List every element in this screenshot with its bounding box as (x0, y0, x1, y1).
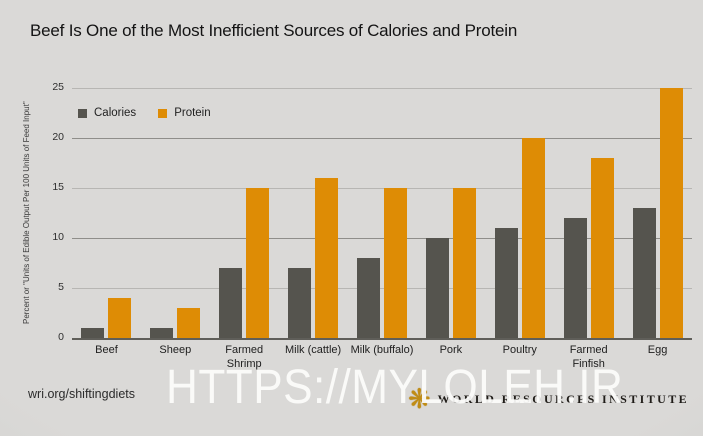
protein-bar (246, 188, 270, 338)
legend-item-calories: Calories (78, 107, 136, 119)
legend-label-protein: Protein (174, 107, 211, 119)
x-axis-label: Farmed Finfish (569, 344, 608, 370)
protein-bar (659, 88, 683, 338)
y-tick-label: 25 (52, 81, 64, 93)
calories-bar (632, 208, 656, 338)
y-axis-ticks: 0 5 10 15 20 25 (36, 81, 64, 343)
wri-logo-text: WORLD RESOURCES INSTITUTE (437, 391, 690, 406)
protein-bar (315, 178, 339, 338)
gridline (72, 238, 692, 239)
wri-tree-icon: ❋ (408, 383, 431, 414)
bar-group (72, 88, 141, 338)
x-axis-label: Sheep (159, 344, 192, 356)
bar-group (416, 88, 485, 338)
protein-bar (521, 138, 545, 338)
y-tick-label: 15 (52, 181, 64, 193)
y-tick-label: 20 (52, 131, 64, 143)
bar-group (210, 88, 279, 338)
gridline (72, 288, 692, 289)
calories-bar (150, 328, 174, 338)
gridline (72, 88, 692, 89)
plot-area: Calories Protein (72, 88, 692, 340)
x-axis-labels: Beef Sheep Farmed Shrimp Milk (cattle) Milk (… (72, 344, 692, 378)
y-axis-label: Percent or "Units of Edible Output Per 1… (22, 101, 31, 325)
protein-bar (452, 188, 476, 338)
x-axis-label: Poultry (502, 344, 537, 356)
bar-group (279, 88, 348, 338)
calories-bar (494, 228, 518, 338)
bar-group (623, 88, 692, 338)
protein-bar (590, 158, 614, 338)
watermark: HTTPS://MYLOLEH.IR (166, 361, 624, 414)
x-axis-label: Egg (647, 344, 668, 356)
legend-item-protein: Protein (158, 107, 211, 119)
x-axis-label: Beef (95, 344, 118, 356)
bar-group (485, 88, 554, 338)
gridline (72, 338, 692, 340)
x-axis-label: Pork (439, 344, 463, 356)
source-url: wri.org/shiftingdiets (28, 387, 135, 401)
y-tick-label: 0 (58, 331, 64, 343)
wri-logo: ❋ WORLD RESOURCES INSTITUTE (408, 383, 689, 415)
gridline (72, 188, 692, 189)
calories-bar (219, 268, 243, 338)
bar-group (141, 88, 210, 338)
x-axis-label: Milk (buffalo) (350, 344, 414, 356)
calories-bar (288, 268, 312, 338)
calories-bar (356, 258, 380, 338)
y-tick-label: 10 (52, 231, 64, 243)
calories-bar (563, 218, 587, 338)
bar-group (348, 88, 417, 338)
bar-group (554, 88, 623, 338)
gridline (72, 138, 692, 139)
calories-bar (81, 328, 105, 338)
y-tick-label: 5 (58, 281, 64, 293)
protein-bar (383, 188, 407, 338)
page-title: Beef Is One of the Most Inefficient Sour… (30, 21, 518, 40)
calories-bar (425, 238, 449, 338)
x-axis-label: Milk (cattle) (284, 344, 342, 356)
protein-bar (108, 298, 132, 338)
x-axis-label: Farmed Shrimp (225, 344, 264, 370)
protein-bar (177, 308, 201, 338)
chart-legend: Calories Protein (78, 107, 211, 119)
protein-swatch-icon (158, 108, 168, 118)
calories-swatch-icon (78, 108, 87, 118)
legend-label-calories: Calories (94, 107, 137, 119)
